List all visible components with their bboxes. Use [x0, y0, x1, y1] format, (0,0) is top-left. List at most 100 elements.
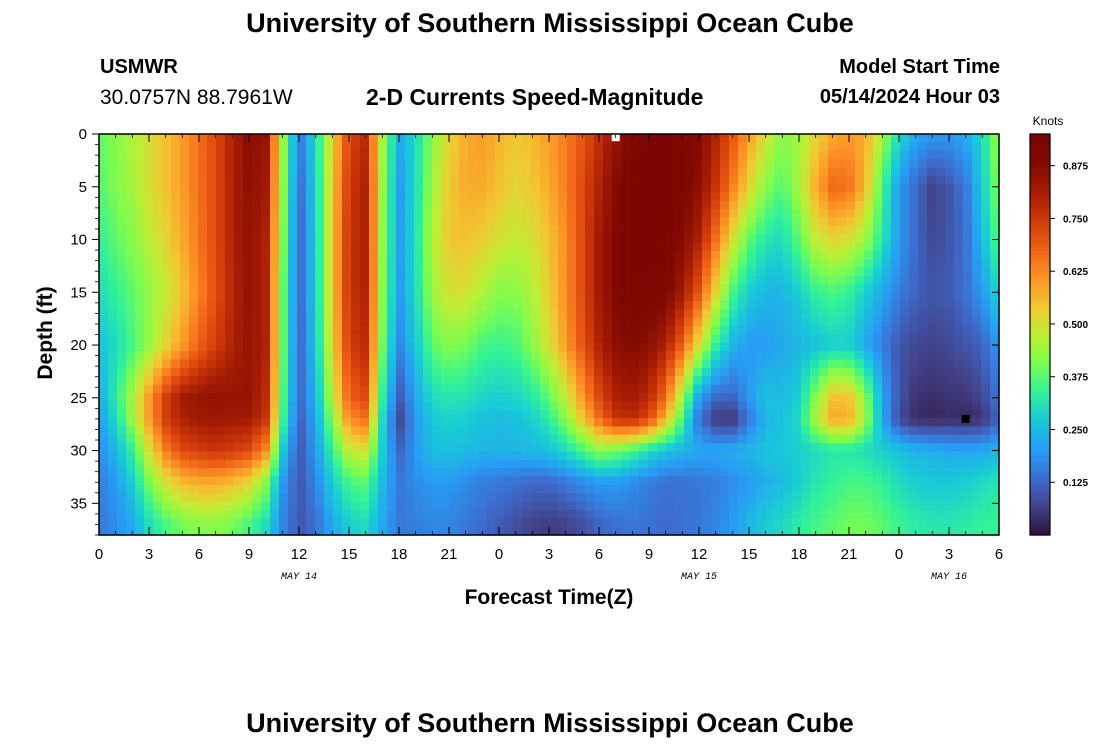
heatmap-cell	[549, 451, 559, 461]
heatmap-cell	[702, 317, 712, 327]
heatmap-cell	[630, 476, 640, 486]
heatmap-cell	[486, 184, 496, 194]
heatmap-cell	[261, 384, 271, 394]
heatmap-cell	[279, 434, 289, 444]
heatmap-cell	[945, 292, 955, 302]
heatmap-cell	[810, 317, 820, 327]
heatmap-cell	[252, 526, 262, 536]
heatmap-cell	[126, 426, 136, 436]
heatmap-cell	[909, 225, 919, 235]
heatmap-cell	[747, 526, 757, 536]
heatmap-cell	[162, 317, 172, 327]
heatmap-cell	[270, 351, 280, 361]
heatmap-cell	[810, 267, 820, 277]
heatmap-cell	[846, 192, 856, 202]
heatmap-cell	[387, 276, 397, 285]
heatmap-cell	[846, 342, 856, 352]
heatmap-cell	[882, 192, 892, 202]
heatmap-cell	[531, 267, 541, 277]
heatmap-cell	[360, 367, 370, 377]
heatmap-cell	[738, 326, 748, 336]
heatmap-cell	[819, 292, 829, 302]
heatmap-cell	[783, 526, 793, 536]
heatmap-cell	[540, 292, 550, 302]
heatmap-cell	[756, 334, 766, 344]
heatmap-cell	[369, 209, 379, 219]
heatmap-cell	[297, 184, 307, 194]
heatmap-cell	[909, 134, 919, 143]
heatmap-cell	[180, 459, 190, 469]
heatmap-cell	[549, 250, 559, 260]
heatmap-cell	[315, 509, 325, 519]
heatmap-cell	[243, 384, 253, 394]
heatmap-cell	[342, 476, 352, 486]
heatmap-cell	[459, 384, 469, 394]
heatmap-cell	[135, 334, 145, 344]
heatmap-cell	[567, 225, 577, 235]
heatmap-cell	[945, 184, 955, 194]
heatmap-cell	[108, 351, 118, 361]
heatmap-cell	[927, 250, 937, 260]
heatmap-cell	[828, 384, 838, 394]
heatmap-cell	[936, 443, 946, 453]
heatmap-cell	[990, 134, 1000, 143]
heatmap-cell	[954, 276, 964, 285]
heatmap-cell	[891, 309, 901, 319]
heatmap-cell	[675, 326, 685, 336]
heatmap-cell	[567, 342, 577, 352]
heatmap-cell	[162, 142, 172, 152]
heatmap-cell	[765, 175, 775, 185]
heatmap-cell	[324, 476, 334, 486]
heatmap-cell	[405, 392, 415, 402]
heatmap-cell	[198, 501, 208, 511]
heatmap-cell	[846, 175, 856, 185]
heatmap-cell	[936, 184, 946, 194]
heatmap-cell	[810, 301, 820, 311]
heatmap-cell	[198, 242, 208, 252]
heatmap-cell	[243, 250, 253, 260]
heatmap-cell	[279, 426, 289, 436]
heatmap-cell	[405, 409, 415, 419]
heatmap-cell	[198, 526, 208, 536]
heatmap-cell	[441, 376, 451, 386]
heatmap-cell	[747, 225, 757, 235]
heatmap-cell	[540, 468, 550, 478]
heatmap-cell	[306, 175, 316, 185]
heatmap-cell	[468, 367, 478, 377]
heatmap-cell	[531, 509, 541, 519]
heatmap-cell	[639, 134, 649, 143]
heatmap-cell	[261, 518, 271, 528]
heatmap-cell	[594, 509, 604, 519]
heatmap-cell	[855, 326, 865, 336]
heatmap-cell	[189, 409, 199, 419]
heatmap-cell	[675, 242, 685, 252]
heatmap-cell	[477, 376, 487, 386]
heatmap-cell	[801, 134, 811, 143]
heatmap-cell	[486, 518, 496, 528]
heatmap-cell	[639, 217, 649, 227]
heatmap-cell	[639, 259, 649, 269]
heatmap-cell	[279, 526, 289, 536]
heatmap-cell	[792, 234, 802, 244]
heatmap-cell	[99, 484, 109, 494]
heatmap-cell	[936, 359, 946, 369]
heatmap-cell	[369, 192, 379, 202]
heatmap-cell	[396, 175, 406, 185]
heatmap-cell	[414, 342, 424, 352]
heatmap-cell	[819, 526, 829, 536]
heatmap-cell	[855, 468, 865, 478]
heatmap-cell	[567, 443, 577, 453]
heatmap-cell	[189, 267, 199, 277]
heatmap-cell	[378, 434, 388, 444]
heatmap-cell	[342, 250, 352, 260]
heatmap-cell	[540, 392, 550, 402]
heatmap-cell	[702, 301, 712, 311]
heatmap-cell	[216, 484, 226, 494]
heatmap-cell	[945, 426, 955, 436]
heatmap-cell	[792, 443, 802, 453]
x-tick-label: 0	[95, 546, 103, 563]
heatmap-cell	[315, 267, 325, 277]
heatmap-cell	[477, 418, 487, 427]
heatmap-cell	[684, 192, 694, 202]
heatmap-cell	[576, 451, 586, 461]
